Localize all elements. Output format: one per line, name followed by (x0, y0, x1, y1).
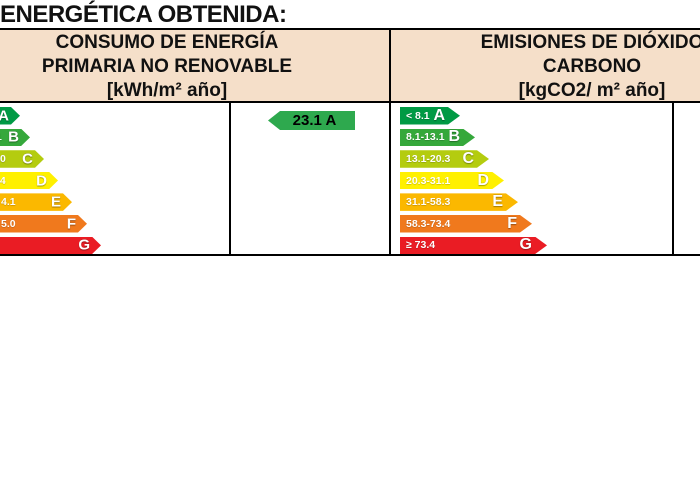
page-title-text: ENERGÉTICA OBTENIDA: (0, 1, 287, 31)
table-border-col2 (389, 28, 391, 256)
table-border-col1 (229, 101, 231, 256)
range-label: 13.1-20.3 (406, 152, 451, 165)
emisiones-scale-arrow-c: 13.1-20.3 C (400, 150, 489, 168)
rating-letter-label: E (492, 193, 503, 211)
rating-table: CONSUMO DE ENERGÍA PRIMARIA NO RENOVABLE… (0, 28, 700, 256)
range-label-fragment: 1 (0, 131, 2, 143)
rating-letter-label: B (448, 128, 460, 146)
table-border-top (0, 28, 700, 30)
consumo-scale-arrow-g: G (0, 237, 101, 255)
emisiones-scale-arrow-a: < 8.1 A (400, 107, 460, 125)
header-emisiones-line3: [kgCO2/ m² año] (518, 80, 666, 101)
header-emisiones-line1: EMISIONES DE DIÓXIDO (480, 32, 700, 53)
consumo-scale-arrow-a: A (0, 107, 20, 125)
rating-letter-label: E (50, 193, 61, 211)
range-label: 8.1-13.1 (406, 131, 445, 144)
rating-letter-label: D (477, 171, 489, 189)
emisiones-scale-arrow-e: 31.1-58.3 E (400, 193, 518, 211)
header-emisiones-line2: CARBONO (542, 56, 642, 77)
table-border-col3 (672, 101, 674, 256)
emisiones-scale-arrow-d: 20.3-31.1 D (400, 172, 504, 190)
rating-letter-label: C (462, 149, 474, 167)
consumo-scale-arrow-b: 1B (0, 129, 30, 147)
rating-indicator-arrow: 23.1 A (268, 111, 355, 130)
rating-letter-label: G (78, 236, 90, 254)
range-label: ≥ 73.4 (406, 239, 436, 252)
table-header-row (0, 28, 700, 101)
rating-letter-label: D (36, 172, 47, 190)
range-label-fragment: 0 (0, 152, 6, 165)
emisiones-scale-arrow-b: 8.1-13.1 B (400, 129, 475, 147)
consumo-scale-arrow-d: .4 D (0, 172, 58, 190)
rating-letter-label: A (0, 107, 9, 125)
header-emisiones: EMISIONES DE DIÓXIDO CARBONO [kgCO2/ m² … (389, 28, 700, 104)
rating-letter-label: F (66, 215, 76, 233)
range-label: 20.3-31.1 (406, 174, 451, 187)
page-title: ENERGÉTICA OBTENIDA: (0, 1, 287, 31)
range-label: < 8.1 (406, 109, 430, 122)
range-label-fragment: 4.1 (1, 196, 16, 209)
emisiones-scale-arrow-f: 58.3-73.4 F (400, 215, 532, 233)
range-label: 58.3-73.4 (406, 217, 451, 230)
rating-letter-label: G (519, 236, 532, 254)
range-label-fragment: .4 (0, 174, 6, 187)
consumo-scale-arrow-f: 5.0 F (0, 215, 87, 233)
header-consumo-line1: CONSUMO DE ENERGÍA (55, 32, 279, 53)
rating-letter-label: B (8, 128, 19, 146)
consumo-scale-arrow-e: 4.1 E (0, 193, 72, 211)
header-consumo: CONSUMO DE ENERGÍA PRIMARIA NO RENOVABLE… (0, 28, 389, 104)
rating-value: 23.1 A (292, 112, 337, 129)
header-consumo-line2: PRIMARIA NO RENOVABLE (41, 56, 293, 77)
range-label-fragment: 5.0 (1, 217, 16, 230)
header-consumo-line3: [kWh/m² año] (106, 80, 228, 101)
range-label: 31.1-58.3 (406, 196, 451, 209)
rating-letter-label: C (22, 150, 33, 168)
rating-letter-label: A (433, 106, 445, 124)
table-border-bottom (0, 254, 700, 256)
rating-letter-label: F (507, 214, 517, 232)
emisiones-scale-arrow-g: ≥ 73.4 G (400, 237, 547, 255)
table-border-header-bottom (0, 101, 700, 103)
